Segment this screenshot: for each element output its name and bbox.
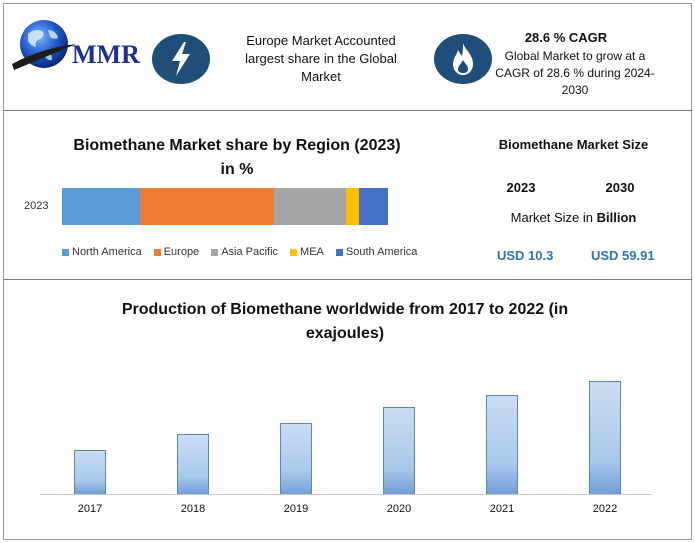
legend-swatch bbox=[211, 248, 219, 256]
legend-item: South America bbox=[335, 246, 418, 258]
year-2023-label: 2023 bbox=[506, 180, 536, 195]
globe-icon bbox=[12, 20, 76, 70]
lightning-icon bbox=[152, 34, 210, 84]
value-2023: USD 10.3 bbox=[497, 248, 554, 263]
x-tick-label: 2022 bbox=[592, 503, 618, 515]
market-size-unit: Market Size in Billion bbox=[496, 210, 651, 225]
legend-item: MEA bbox=[290, 246, 324, 258]
production-bar-2018 bbox=[177, 433, 209, 494]
x-tick-label: 2019 bbox=[283, 503, 309, 515]
production-bar-2022 bbox=[589, 381, 621, 494]
cagr-description: Global Market to grow at a CAGR of 28.6 … bbox=[495, 49, 655, 97]
legend-item: Europe bbox=[153, 246, 200, 258]
region-chart-title-line1: Biomethane Market share by Region (2023) bbox=[73, 137, 401, 154]
divider-top bbox=[3, 110, 692, 111]
unit-bold: Billion bbox=[596, 210, 637, 225]
region-chart-title: Biomethane Market share by Region (2023)… bbox=[52, 134, 422, 182]
region-chart-title-line2: in % bbox=[220, 161, 254, 178]
legend-label: Europe bbox=[163, 246, 200, 258]
mmr-logo: MMR bbox=[10, 16, 140, 80]
legend-swatch bbox=[153, 248, 161, 256]
x-tick-label: 2018 bbox=[180, 503, 206, 515]
x-tick-label: 2017 bbox=[77, 503, 103, 515]
unit-prefix: Market Size in bbox=[510, 210, 597, 225]
legend-label: Asia Pacific bbox=[221, 246, 279, 258]
production-chart-title-line2: exajoules) bbox=[305, 325, 385, 342]
europe-share-text: Europe Market Accounted largest share in… bbox=[245, 33, 397, 84]
production-chart-title-line1: Production of Biomethane worldwide from … bbox=[121, 301, 569, 318]
value-2030: USD 59.91 bbox=[591, 248, 655, 263]
legend-swatch bbox=[335, 248, 343, 256]
production-bar-2020 bbox=[383, 407, 415, 494]
market-size-title: Biomethane Market Size bbox=[498, 137, 649, 152]
production-chart-title: Production of Biomethane worldwide from … bbox=[90, 298, 600, 346]
production-bar-2021 bbox=[486, 394, 518, 494]
stack-segment-south-america bbox=[358, 188, 388, 225]
production-bar-2017 bbox=[74, 449, 106, 494]
legend-label: MEA bbox=[300, 246, 324, 258]
stack-segment-europe bbox=[140, 188, 274, 225]
logo-text: MMR bbox=[72, 40, 140, 69]
x-tick-label: 2020 bbox=[386, 503, 412, 515]
legend-label: South America bbox=[345, 246, 418, 258]
stack-segment-asia-pacific bbox=[273, 188, 346, 225]
cagr-title: 28.6 % CAGR bbox=[524, 30, 608, 45]
x-tick-label: 2021 bbox=[489, 503, 515, 515]
legend-item: Asia Pacific bbox=[211, 246, 278, 258]
year-2030-label: 2030 bbox=[605, 180, 635, 195]
legend-swatch bbox=[62, 248, 69, 256]
flame-icon bbox=[434, 34, 492, 84]
stack-segment-north-america bbox=[62, 188, 141, 225]
legend-item: North America bbox=[62, 246, 142, 258]
region-legend: North America Europe Asia Pacific MEA South … bbox=[62, 246, 417, 258]
y-category-label: 2023 bbox=[24, 200, 49, 212]
divider-middle bbox=[3, 279, 692, 280]
production-bar-2019 bbox=[280, 423, 312, 494]
legend-swatch bbox=[290, 248, 298, 256]
x-axis-line bbox=[40, 494, 652, 495]
legend-label: North America bbox=[72, 246, 142, 258]
infographic-frame bbox=[3, 3, 692, 540]
stack-segment-mea bbox=[345, 188, 359, 225]
